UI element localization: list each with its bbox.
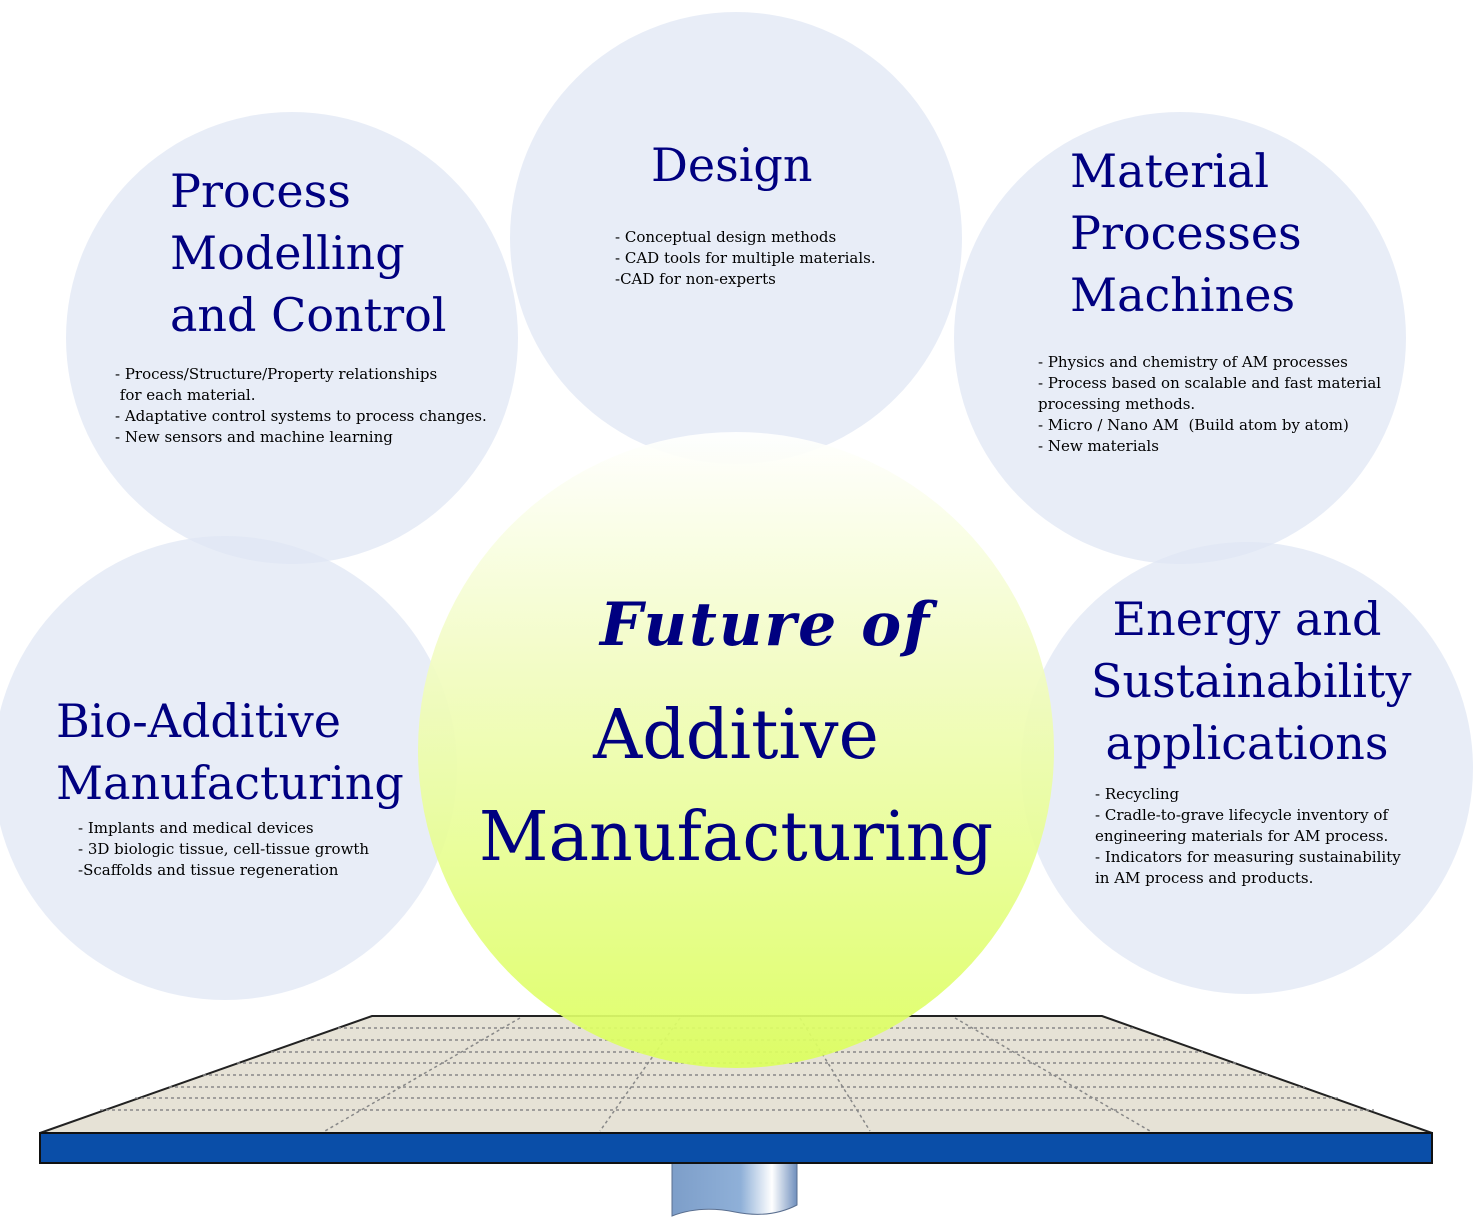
topic-circles xyxy=(0,12,1473,1000)
circle-material xyxy=(954,112,1406,564)
circle-design xyxy=(510,12,962,464)
design-title: Design xyxy=(651,138,813,192)
platform-edge xyxy=(39,1132,1433,1164)
material-items: - Physics and chemistry of AM processes … xyxy=(1038,353,1382,455)
design-items: - Conceptual design methods - CAD tools … xyxy=(615,228,876,288)
process-title: Process Modelling and Control xyxy=(170,164,447,342)
bio-title: Bio-Additive Manufacturing xyxy=(56,694,404,810)
process-items: - Process/Structure/Property relationshi… xyxy=(115,365,487,446)
pedestal-stem xyxy=(671,1159,798,1217)
platform-grid xyxy=(100,1017,1374,1132)
energy-items: - Recycling - Cradle-to-grave lifecycle … xyxy=(1095,785,1401,887)
center-title-line1: Future of xyxy=(600,590,932,660)
circle-bio xyxy=(0,536,457,1000)
center-title-line2: Additive Manufacturing xyxy=(478,696,994,877)
bio-items: - Implants and medical devices - 3D biol… xyxy=(78,819,370,879)
energy-title: Energy and Sustainability applications xyxy=(1091,592,1412,770)
material-title: Material Processes Machines xyxy=(1070,144,1302,322)
circle-energy xyxy=(1021,542,1473,994)
center-circle xyxy=(418,432,1054,1068)
circle-process xyxy=(66,112,518,564)
